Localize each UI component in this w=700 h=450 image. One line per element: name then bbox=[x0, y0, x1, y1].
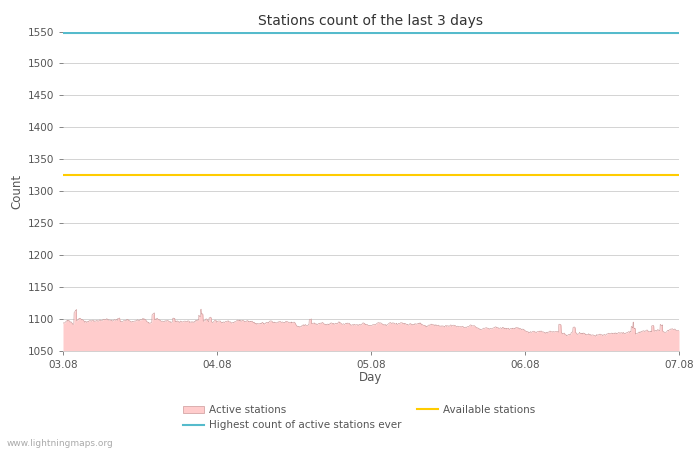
X-axis label: Day: Day bbox=[359, 371, 383, 384]
Legend: Active stations, Highest count of active stations ever, Available stations: Active stations, Highest count of active… bbox=[179, 401, 540, 435]
Text: www.lightningmaps.org: www.lightningmaps.org bbox=[7, 439, 113, 448]
Y-axis label: Count: Count bbox=[10, 174, 23, 209]
Title: Stations count of the last 3 days: Stations count of the last 3 days bbox=[258, 14, 484, 27]
